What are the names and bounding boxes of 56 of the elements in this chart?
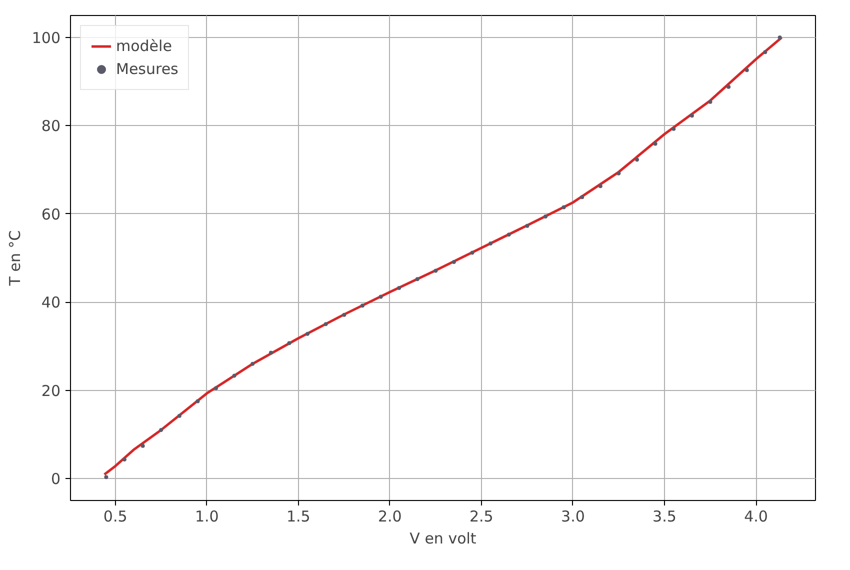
point: [470, 250, 474, 255]
point: [726, 84, 731, 89]
legend-label: modèle: [116, 37, 172, 55]
x-tick-label: 2.0: [378, 508, 402, 526]
point: [672, 126, 676, 131]
y-tick-label: 40: [41, 294, 61, 312]
point: [232, 374, 236, 378]
point: [653, 142, 658, 146]
point: [250, 362, 255, 366]
point: [397, 286, 402, 290]
point: [324, 322, 328, 326]
point: [360, 304, 364, 308]
x-tick-label: 2.5: [470, 508, 494, 526]
point: [306, 332, 310, 336]
y-axis-title: T en °C: [6, 230, 24, 287]
legend-label: Mesures: [116, 60, 178, 78]
point: [342, 312, 346, 317]
point: [268, 350, 273, 355]
point: [708, 100, 712, 104]
point: [378, 294, 383, 299]
x-tick-label: 3.5: [652, 508, 676, 526]
point: [616, 171, 621, 176]
y-tick-label: 100: [32, 29, 61, 48]
y-tick-label: 60: [41, 205, 61, 224]
point: [159, 428, 164, 432]
point: [598, 184, 602, 188]
x-tick-label: 0.5: [103, 508, 128, 526]
point: [635, 158, 640, 162]
x-tick-label: 3.0: [561, 508, 585, 526]
x-tick-label: 4.0: [744, 508, 768, 526]
y-tick-label: 20: [41, 382, 61, 400]
point: [580, 195, 584, 200]
y-tick-label: 80: [41, 117, 61, 136]
point: [196, 399, 200, 404]
x-tick-label: 1.5: [286, 508, 310, 526]
x-tick-label: 1.0: [194, 508, 219, 526]
point: [488, 241, 493, 246]
point: [104, 475, 108, 480]
point: [452, 260, 456, 264]
point: [287, 341, 292, 346]
point: [177, 414, 182, 418]
point: [434, 268, 438, 273]
point: [544, 214, 548, 219]
point: [763, 50, 768, 54]
point: [214, 386, 218, 390]
y-tick-label: 0: [50, 470, 61, 488]
point: [690, 114, 694, 118]
point: [415, 277, 420, 282]
x-axis-title: V en volt: [410, 530, 476, 548]
point: [525, 224, 530, 228]
point: [506, 232, 511, 237]
point: [744, 68, 749, 72]
point: [778, 36, 782, 40]
point: [562, 205, 566, 210]
point: [140, 444, 145, 448]
point: [122, 458, 126, 462]
